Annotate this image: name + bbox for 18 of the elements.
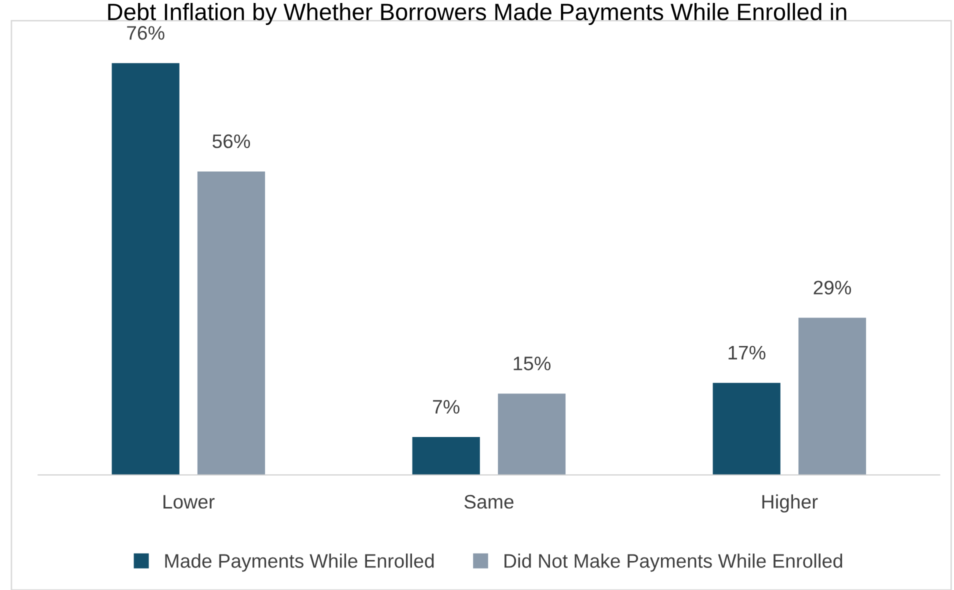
legend-label: Did Not Make Payments While Enrolled xyxy=(504,554,842,572)
bar xyxy=(712,382,780,475)
data-label: 15% xyxy=(514,356,551,370)
data-label: 17% xyxy=(728,346,766,360)
bar xyxy=(112,63,180,475)
bar xyxy=(798,318,866,475)
x-tick-label: Same xyxy=(464,494,514,509)
data-label: 29% xyxy=(814,280,852,294)
bar xyxy=(197,171,266,475)
data-label: 76% xyxy=(127,26,164,40)
data-label: 7% xyxy=(433,400,460,414)
data-label: 56% xyxy=(212,134,250,148)
bar xyxy=(498,394,566,475)
x-tick-label: Lower xyxy=(164,495,215,509)
legend-label: Made Payments While Enrolled xyxy=(165,554,434,572)
bar xyxy=(412,437,480,475)
x-tick-label: Higher xyxy=(762,494,818,513)
chart-title: Debt Inflation by Whether Borrowers Made Payments While Enrolled in xyxy=(108,2,846,25)
